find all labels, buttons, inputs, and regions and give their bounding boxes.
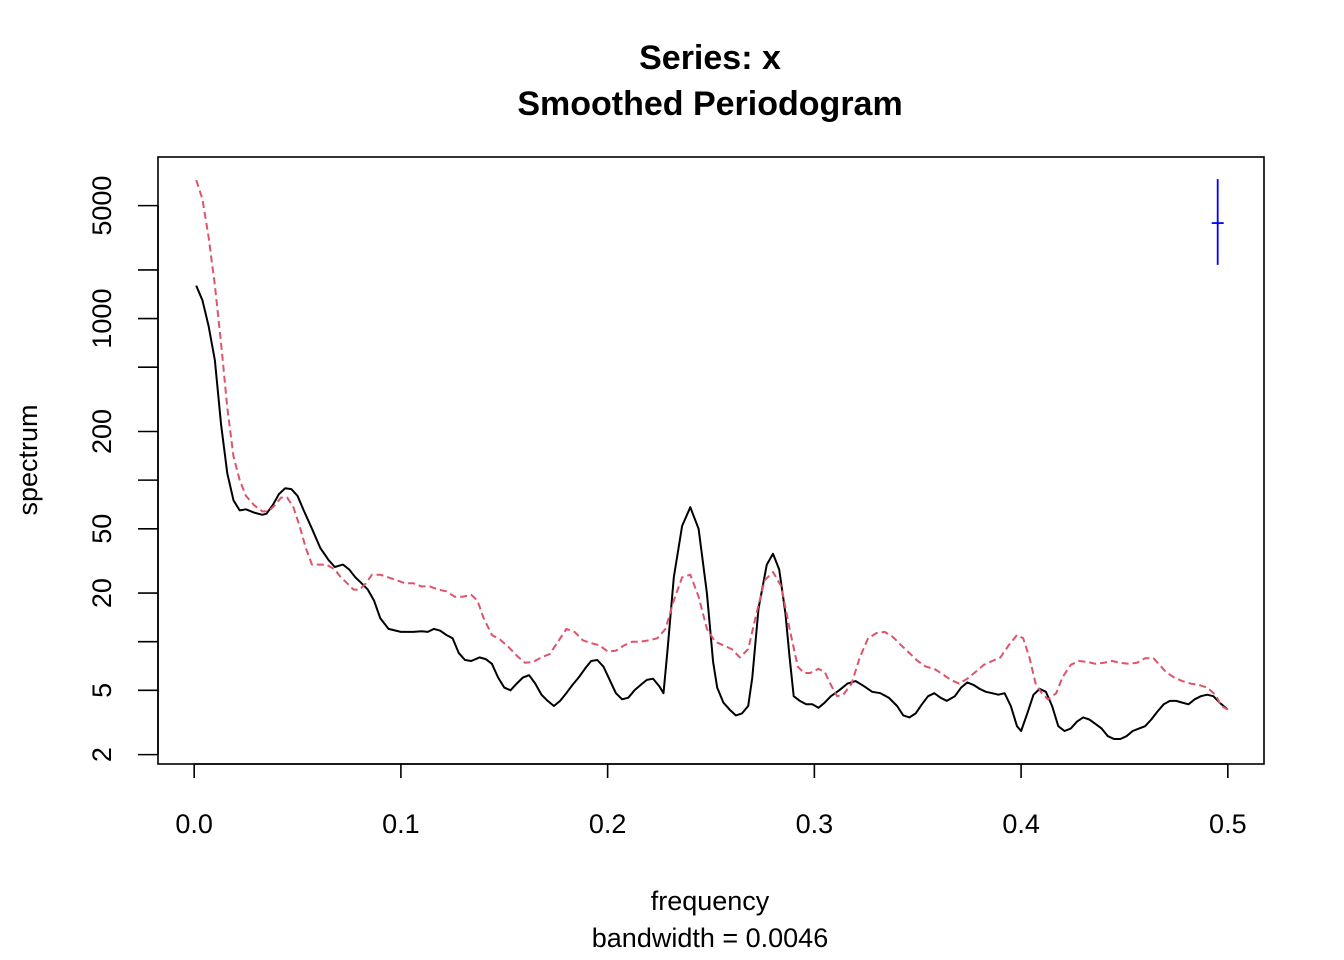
x-tick-label: 0.2 [589, 809, 627, 839]
y-tick-label: 1000 [87, 289, 117, 349]
y-tick-label: 50 [87, 514, 117, 544]
x-axis-label: frequency [651, 886, 770, 916]
series-line-1 [195, 285, 1229, 740]
plot-frame [157, 156, 1265, 765]
x-tick-label: 0.5 [1209, 809, 1247, 839]
x-tick-label: 0.1 [382, 809, 420, 839]
y-tick-label: 20 [87, 578, 117, 608]
x-tick-label: 0.0 [175, 809, 213, 839]
y-tick-label: 5 [87, 683, 117, 698]
y-tick-label: 200 [87, 409, 117, 454]
x-axis-sublabel: bandwidth = 0.0046 [592, 923, 828, 953]
series-layer [195, 179, 1229, 740]
chart-subtitle: Smoothed Periodogram [517, 85, 902, 123]
x-axis: 0.0 0.1 0.2 0.3 0.4 0.5 [175, 763, 1247, 839]
y-tick-label: 5000 [87, 176, 117, 236]
y-axis: 2 5 20 50 200 1000 5000 [87, 176, 159, 762]
x-tick-label: 0.4 [1002, 809, 1040, 839]
chart-title: Series: x [639, 39, 781, 77]
confidence-interval-bar [1211, 179, 1224, 265]
y-axis-label: spectrum [13, 404, 43, 515]
y-tick-label: 2 [87, 747, 117, 762]
x-tick-label: 0.3 [796, 809, 834, 839]
series-line-2 [195, 179, 1229, 711]
